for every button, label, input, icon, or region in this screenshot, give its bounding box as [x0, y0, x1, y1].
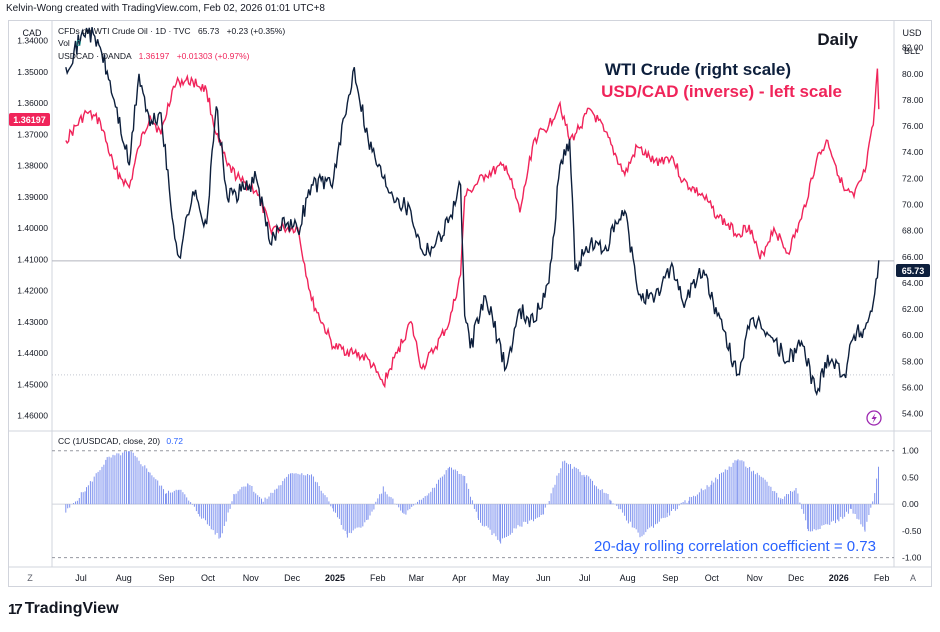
cc-tick-0: 1.00 [902, 446, 919, 456]
right-tick-6: 70.00 [902, 199, 924, 209]
legend-vol-label: Vol [58, 38, 70, 48]
left-tick-7: 1.41000 [17, 254, 48, 264]
left-tick-9: 1.43000 [17, 317, 48, 327]
cc-tick-2: 0.00 [902, 499, 919, 509]
reference-lines [52, 260, 894, 559]
chart-frame [8, 20, 932, 587]
auto-scale-button[interactable]: A [910, 573, 916, 583]
lightning-icon[interactable] [866, 410, 882, 426]
legend-main-value: 65.73 [198, 26, 220, 36]
right-price-badge-bg [896, 264, 930, 277]
time-label-4: Nov [243, 573, 260, 583]
left-price-badge-bg [9, 113, 50, 126]
left-tick-0: 1.34000 [17, 36, 48, 46]
time-axis: Jul Aug Sep Oct Nov Dec 2025 Feb Mar Apr May Jun Jul… [75, 573, 889, 583]
time-label-17: Dec [788, 573, 805, 583]
price-lines [65, 27, 880, 397]
cc-tick-4: -1.00 [902, 553, 922, 563]
right-tick-4: 74.00 [902, 147, 924, 157]
time-label-19: Feb [874, 573, 890, 583]
cc-tick-3: -0.50 [902, 526, 922, 536]
right-tick-14: 54.00 [902, 409, 924, 419]
right-tick-10: 62.00 [902, 304, 924, 314]
right-tick-13: 56.00 [902, 382, 924, 392]
left-price-badge-text: 1.36197 [13, 115, 46, 125]
time-label-8: Mar [409, 573, 425, 583]
zoom-reset-button[interactable]: Z [27, 573, 33, 583]
time-label-6: 2025 [325, 573, 345, 583]
time-label-2: Sep [159, 573, 175, 583]
time-label-3: Oct [201, 573, 216, 583]
legend-main-change: +0.23 (+0.35%) [227, 26, 286, 36]
legend-overlay-symbol: USDCAD · OANDA [58, 51, 132, 61]
time-label-11: Jun [536, 573, 551, 583]
cc-histogram [65, 451, 879, 544]
time-label-0: Jul [75, 573, 87, 583]
right-tick-1: 80.00 [902, 69, 924, 79]
left-tick-3: 1.37000 [17, 129, 48, 139]
time-label-18: 2026 [829, 573, 849, 583]
wti-line [65, 27, 880, 397]
legend-overlay-value: 1.36197 [139, 51, 170, 61]
right-unit-label: BLL [904, 46, 920, 56]
legend-indicator-value: 0.72 [166, 436, 183, 446]
tradingview-logo: 17 [8, 600, 23, 618]
time-label-5: Dec [284, 573, 301, 583]
left-tick-12: 1.46000 [17, 411, 48, 421]
tradingview-brand: 17 TradingView [8, 600, 119, 618]
left-tick-6: 1.40000 [17, 223, 48, 233]
right-tick-0: 82.00 [902, 43, 924, 53]
time-label-13: Aug [620, 573, 636, 583]
left-tick-1: 1.35000 [17, 67, 48, 77]
legend-indicator: CC (1/USDCAD, close, 20) 0.72 [58, 436, 183, 446]
legend-overlay: USDCAD · OANDA 1.36197 +0.01303 (+0.97%) [58, 51, 250, 61]
annotation-wti: WTI Crude (right scale) [605, 60, 791, 79]
right-currency-label: USD [902, 28, 922, 38]
annotation-correlation: 20-day rolling correlation coefficient =… [594, 538, 876, 555]
usdcad-line [65, 68, 880, 389]
time-label-10: May [492, 573, 510, 583]
left-tick-11: 1.45000 [17, 379, 48, 389]
right-tick-7: 68.00 [902, 226, 924, 236]
annotation-daily: Daily [817, 30, 858, 49]
right-price-badge-text: 65.73 [902, 266, 925, 276]
left-tick-8: 1.42000 [17, 286, 48, 296]
tradingview-name: TradingView [24, 600, 119, 617]
left-currency-label: CAD [22, 28, 42, 38]
time-label-12: Jul [579, 573, 591, 583]
left-tick-2: 1.36000 [17, 98, 48, 108]
right-price-badge: 65.73 [896, 264, 930, 277]
right-tick-8: 66.00 [902, 252, 924, 262]
time-label-16: Nov [747, 573, 764, 583]
cc-tick-1: 0.50 [902, 472, 919, 482]
left-tick-5: 1.39000 [17, 192, 48, 202]
legend-main-symbol: CFDs on WTI Crude Oil · 1D · TVC [58, 26, 191, 36]
time-label-7: Feb [370, 573, 386, 583]
left-tick-10: 1.44000 [17, 348, 48, 358]
time-label-9: Apr [452, 573, 466, 583]
legend-indicator-label: CC (1/USDCAD, close, 20) [58, 436, 160, 446]
left-price-badge: 1.36197 [9, 113, 50, 126]
time-label-14: Sep [662, 573, 678, 583]
time-label-15: Oct [705, 573, 720, 583]
annotation-usdcad: USD/CAD (inverse) - left scale [601, 82, 842, 101]
legend-vol-value: 0 [76, 38, 81, 48]
right-tick-11: 60.00 [902, 330, 924, 340]
legend-overlay-change: +0.01303 (+0.97%) [177, 51, 250, 61]
left-tick-4: 1.38000 [17, 161, 48, 171]
legend-main-title: CFDs on WTI Crude Oil · 1D · TVC 65.73 +… [58, 26, 285, 36]
right-tick-12: 58.00 [902, 356, 924, 366]
chart-creator-note: Kelvin-Wong created with TradingView.com… [6, 3, 325, 14]
right-tick-2: 78.00 [902, 95, 924, 105]
right-tick-5: 72.00 [902, 173, 924, 183]
right-tick-3: 76.00 [902, 121, 924, 131]
time-label-1: Aug [116, 573, 132, 583]
axis-ticks: 1.34000 1.35000 1.36000 1.37000 1.38000 1.390… [17, 36, 923, 563]
right-tick-9: 64.00 [902, 278, 924, 288]
legend-volume: Vol 0 [58, 38, 81, 48]
